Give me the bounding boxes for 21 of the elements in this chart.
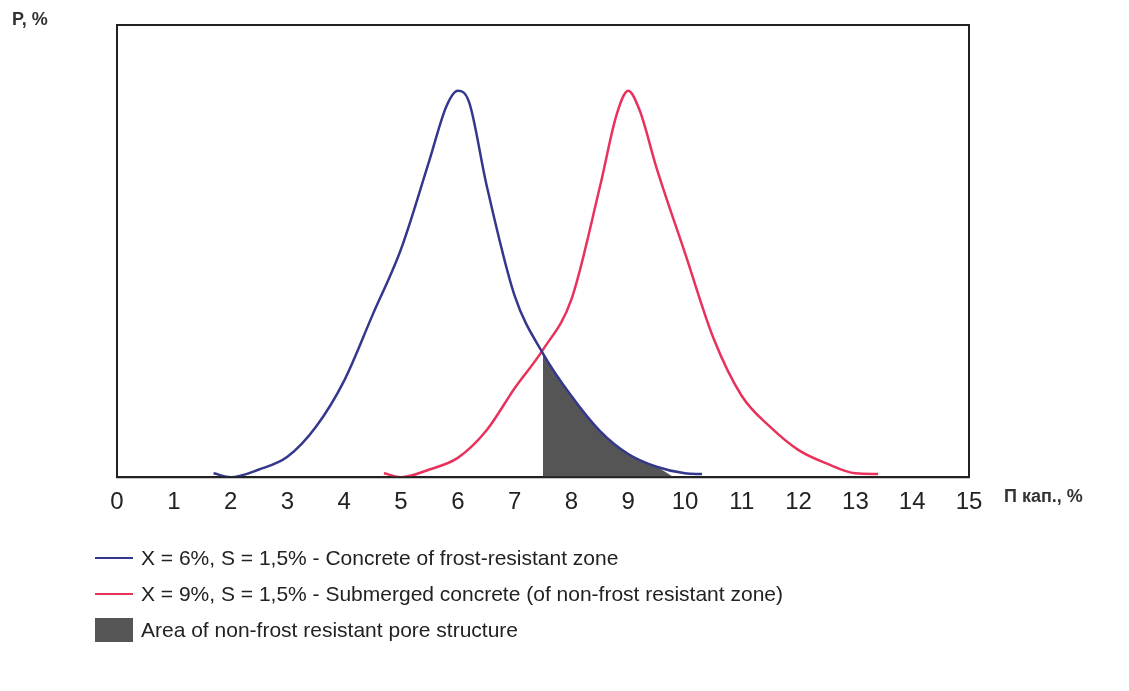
x-tick-label: 10	[671, 487, 699, 515]
x-tick-label: 0	[110, 487, 124, 515]
x-tick-label: 12	[785, 487, 812, 515]
x-tick-label: 9	[621, 487, 635, 515]
x-tick-label: 2	[223, 487, 238, 515]
legend-label: X = 6%, S = 1,5% - Concrete of frost-resistant zone	[141, 546, 619, 570]
x-tick-label: 11	[729, 487, 755, 515]
x-tick-label: 5	[394, 487, 408, 515]
x-tick-label: 6	[451, 487, 465, 515]
legend-label: X = 9%, S = 1,5% - Submerged concrete (of non-frost resistant zone)	[141, 582, 783, 606]
x-tick-label: 14	[898, 487, 926, 515]
y-axis-title: P, %	[12, 8, 48, 29]
x-tick-label: 7	[507, 487, 522, 515]
x-axis-title: П кап., %	[1004, 486, 1083, 507]
x-tick-label: 15	[955, 487, 983, 515]
x-tick-label: 4	[337, 487, 351, 515]
x-tick-label: 1	[167, 487, 181, 515]
x-tick-label: 8	[564, 487, 579, 515]
x-tick-label: 13	[842, 487, 869, 515]
x-tick-label: 3	[280, 487, 295, 515]
legend-label: Area of non-frost resistant pore structure	[141, 618, 519, 642]
